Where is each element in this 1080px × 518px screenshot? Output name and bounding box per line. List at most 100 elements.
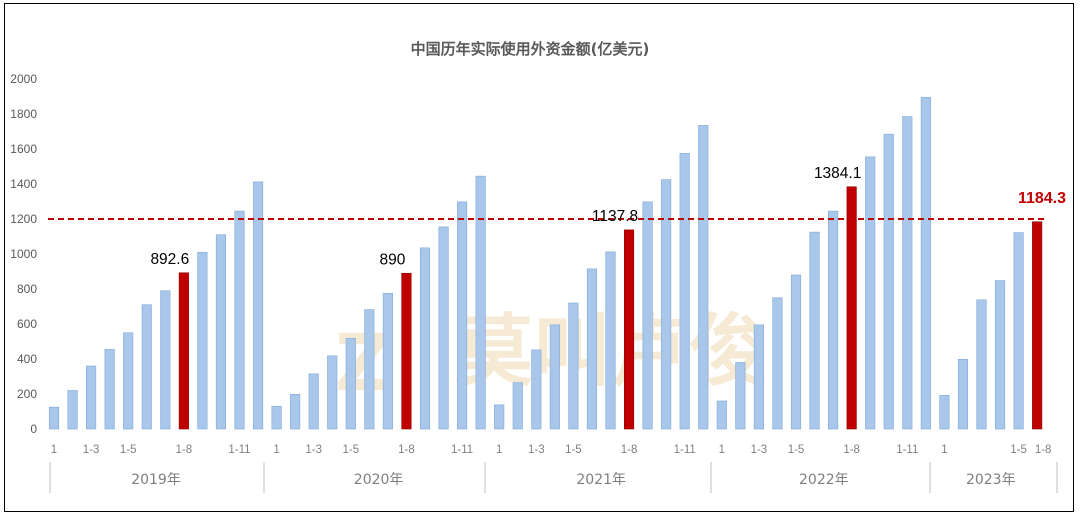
bars	[48, 97, 1043, 430]
y-tick-label: 800	[17, 282, 37, 296]
x-tick-label: 1-3	[305, 444, 322, 456]
x-tick-label: 1-8	[398, 444, 415, 456]
bar	[494, 404, 505, 430]
x-tick-label: 1-3	[751, 444, 768, 456]
y-tick-label: 200	[17, 387, 37, 401]
x-tick-label: 1-3	[83, 444, 100, 456]
x-tick-label: 1-8	[1035, 444, 1052, 456]
bar	[48, 406, 60, 430]
bar	[809, 231, 820, 430]
year-label: 2020年	[354, 472, 404, 488]
bar	[253, 181, 264, 430]
y-tick-label: 1400	[10, 177, 37, 191]
x-tick-label: 1-5	[788, 444, 805, 456]
y-tick-label: 2000	[10, 72, 37, 86]
year-label: 2019年	[131, 472, 181, 488]
bar	[364, 309, 375, 430]
year-label: 2023年	[966, 472, 1016, 488]
bar	[160, 290, 171, 430]
y-tick-label: 1200	[10, 212, 37, 226]
bar	[123, 332, 134, 430]
bar	[512, 382, 523, 430]
x-tick-label: 1-11	[451, 444, 473, 456]
bar	[828, 210, 839, 430]
bar	[994, 280, 1006, 430]
y-tick-label: 1800	[10, 107, 37, 121]
x-tick-label: 1-5	[1010, 444, 1027, 456]
x-tick-label: 1	[273, 444, 279, 456]
y-tick-label: 1000	[10, 247, 37, 261]
bar	[308, 373, 319, 430]
bar	[215, 234, 226, 430]
year-label: 2021年	[576, 472, 626, 488]
bar	[531, 349, 542, 430]
data-label: 1137.8	[592, 208, 638, 225]
bar	[772, 297, 783, 430]
bar	[883, 133, 894, 430]
bar	[327, 355, 338, 430]
bar	[141, 304, 152, 430]
x-tick-label: 1-11	[896, 444, 918, 456]
bar	[475, 175, 486, 430]
bar	[902, 116, 913, 430]
x-tick-label: 1-5	[120, 444, 137, 456]
y-tick-label: 0	[30, 422, 37, 436]
bar	[605, 251, 616, 430]
chart-title: 中国历年实际使用外资金额(亿美元)	[411, 40, 650, 58]
bar	[679, 153, 690, 430]
bar	[976, 299, 987, 430]
bar	[753, 324, 764, 430]
bar	[939, 395, 950, 430]
highlight-bar	[623, 229, 635, 430]
data-label: 1384.1	[814, 165, 861, 182]
y-tick-label: 400	[17, 352, 37, 366]
x-tick-label: 1	[719, 444, 725, 456]
bar	[197, 251, 208, 430]
bar	[568, 302, 579, 430]
bar	[104, 349, 115, 430]
x-tick-label: 1-11	[228, 444, 250, 456]
reference-line: 1184.3	[48, 190, 1066, 220]
bar	[549, 324, 560, 430]
bar	[457, 201, 468, 430]
x-tick-label: 1-11	[674, 444, 696, 456]
bar	[67, 390, 78, 430]
bar	[716, 400, 727, 430]
bar	[345, 338, 356, 430]
bar	[234, 210, 245, 430]
x-tick-label: 1-5	[342, 444, 359, 456]
bar	[642, 201, 653, 430]
bar	[382, 293, 393, 430]
x-tick-label: 1-3	[528, 444, 545, 456]
data-label: 892.6	[150, 251, 189, 268]
x-tick-label: 1-8	[176, 444, 193, 456]
bar	[419, 247, 431, 430]
highlight-bar	[178, 272, 189, 430]
x-tick-label: 1-8	[621, 444, 638, 456]
bar	[290, 394, 301, 430]
bar	[1013, 232, 1024, 430]
bar	[271, 405, 282, 430]
x-tick-label: 1	[941, 444, 947, 456]
x-tick-label: 1	[51, 444, 57, 456]
bar	[735, 362, 746, 430]
y-tick-label: 1600	[10, 142, 37, 156]
bar	[86, 365, 97, 430]
x-axis: 1 1-3 1-5 1-8 1-11 2019年 1 1-3 1-5 1-8 1-11 2020年 1 1…	[49, 444, 1058, 493]
bar	[586, 268, 598, 430]
data-labels: 892.6 890 1137.8 1384.1	[150, 165, 861, 268]
year-label: 2022年	[799, 472, 849, 488]
highlight-bar	[401, 272, 412, 430]
bar	[438, 226, 449, 430]
bar	[957, 359, 969, 430]
data-label: 890	[380, 251, 406, 268]
highlight-bar	[846, 186, 857, 430]
y-tick-label: 600	[17, 317, 37, 331]
bar	[661, 179, 672, 430]
bar	[920, 97, 931, 430]
reference-line-label: 1184.3	[1018, 190, 1066, 207]
x-tick-label: 1	[496, 444, 502, 456]
bar	[698, 125, 709, 430]
bar	[865, 156, 876, 430]
